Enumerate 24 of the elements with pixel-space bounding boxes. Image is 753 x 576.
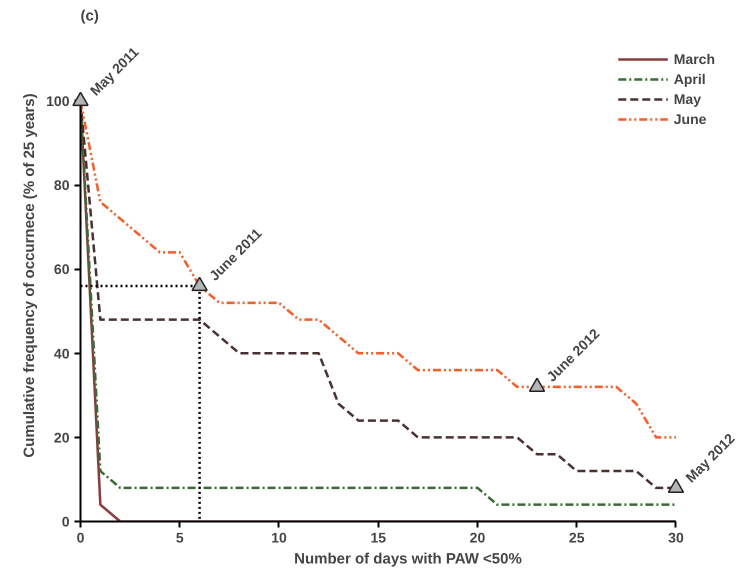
chart-title: (c) [80,8,99,24]
legend-label: April [674,71,706,87]
point [528,378,546,392]
y-tick-label: 0 [62,514,70,530]
x-axis-title: Number of days with PAW <50% [294,550,522,568]
x-tick-label: 30 [668,530,684,546]
x-tick-label: 5 [176,530,184,546]
legend-label: May [674,91,701,107]
x-tick-label: 10 [271,530,287,546]
x-tick-label: 0 [76,530,85,546]
legend-label: June [674,111,706,127]
y-tick-label: 40 [54,345,70,362]
x-tick-label: 15 [370,530,386,546]
y-axis-title: Cumulative frequency of occurnece (% of 25 years) [21,93,38,458]
y-tick-label: 60 [54,261,70,278]
legend-label: March [674,51,715,67]
x-tick-label: 25 [568,530,585,546]
y-tick-label: 20 [54,429,70,446]
x-tick-label: 20 [470,530,486,546]
y-tick-label: 80 [54,177,70,194]
y-tick-label: 100 [46,92,70,109]
point [191,276,208,292]
point [72,92,89,106]
point [668,478,684,493]
